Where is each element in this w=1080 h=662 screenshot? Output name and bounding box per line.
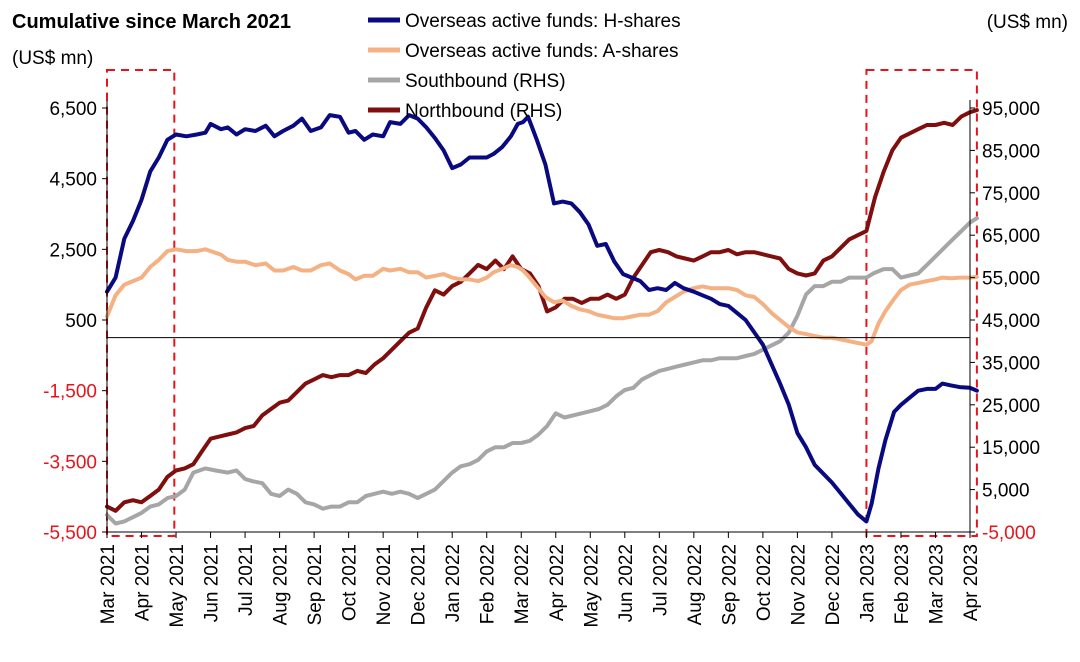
x-tick-label: Jun 2021 [202,544,223,622]
highlight-box [106,69,176,537]
legend-label: Overseas active funds: A-shares [405,41,679,62]
x-tick-label: Mar 2021 [98,544,119,624]
right-tick-label: 85,000 [982,141,1040,162]
x-tick-label: Mar 2023 [926,544,947,624]
legend-label: Northbound (RHS) [405,101,562,122]
left-tick-label: 6,500 [49,99,97,120]
left-unit-label: (US$ mn) [12,48,93,69]
x-tick-label: Apr 2022 [547,544,568,621]
right-tick-label: 65,000 [982,226,1040,247]
x-tick-label: Oct 2022 [754,544,775,621]
series-line-southbound-rhs- [105,216,979,526]
x-tick-label: Feb 2023 [892,544,913,624]
x-tick-label: Jul 2021 [236,544,257,616]
legend-label: Overseas active funds: H-shares [405,11,681,32]
left-tick-label: -3,500 [43,452,97,473]
right-tick-label: 55,000 [982,269,1040,290]
left-tick-label: 4,500 [49,170,97,191]
x-tick-label: Nov 2021 [374,544,395,625]
x-tick-label: Aug 2022 [685,544,706,625]
x-tick-label: Aug 2021 [271,544,292,625]
x-tick-label: May 2022 [581,544,602,627]
right-tick-label: 35,000 [982,353,1040,374]
left-tick-label: -1,500 [43,382,97,403]
right-tick-label: 95,000 [982,99,1040,120]
x-tick-label: Sep 2022 [719,544,740,625]
x-tick-label: Apr 2023 [961,544,982,621]
highlight-box [865,69,978,537]
series-line-overseas-active-funds-h-shares [105,113,979,524]
right-tick-label: 45,000 [982,311,1040,332]
legend: Overseas active funds: H-shares Overseas … [368,11,681,122]
right-tick-label: 5,000 [982,481,1030,502]
x-tick-label: Jan 2022 [443,544,464,622]
legend-label: Southbound (RHS) [405,71,566,92]
x-tick-label: Feb 2022 [478,544,499,624]
x-tick-label: Dec 2022 [823,544,844,625]
x-tick-label: Jan 2023 [857,544,878,622]
x-tick-label: Mar 2022 [512,544,533,624]
series-line-overseas-active-funds-a-shares [105,247,979,347]
x-tick-label: Jul 2022 [650,544,671,616]
x-tick-label: Sep 2021 [305,544,326,625]
left-tick-label: -5,500 [43,523,97,544]
x-tick-label: Jun 2022 [616,544,637,622]
x-tick-label: Nov 2022 [788,544,809,625]
left-tick-label: 2,500 [49,240,97,261]
x-tick-label: May 2021 [167,544,188,627]
series-line-northbound-rhs- [105,108,979,513]
series-layer [105,108,979,526]
right-unit-label: (US$ mn) [987,12,1068,33]
left-tick-label: 500 [65,311,97,332]
right-tick-label: -5,000 [982,523,1036,544]
chart-title: Cumulative since March 2021 [12,11,291,33]
x-tick-label: Oct 2021 [340,544,361,621]
x-tick-label: Apr 2021 [133,544,154,621]
highlight-boxes [106,69,978,537]
right-tick-label: 15,000 [982,438,1040,459]
right-tick-label: 25,000 [982,396,1040,417]
right-tick-label: 75,000 [982,184,1040,205]
x-tick-label: Dec 2021 [409,544,430,625]
